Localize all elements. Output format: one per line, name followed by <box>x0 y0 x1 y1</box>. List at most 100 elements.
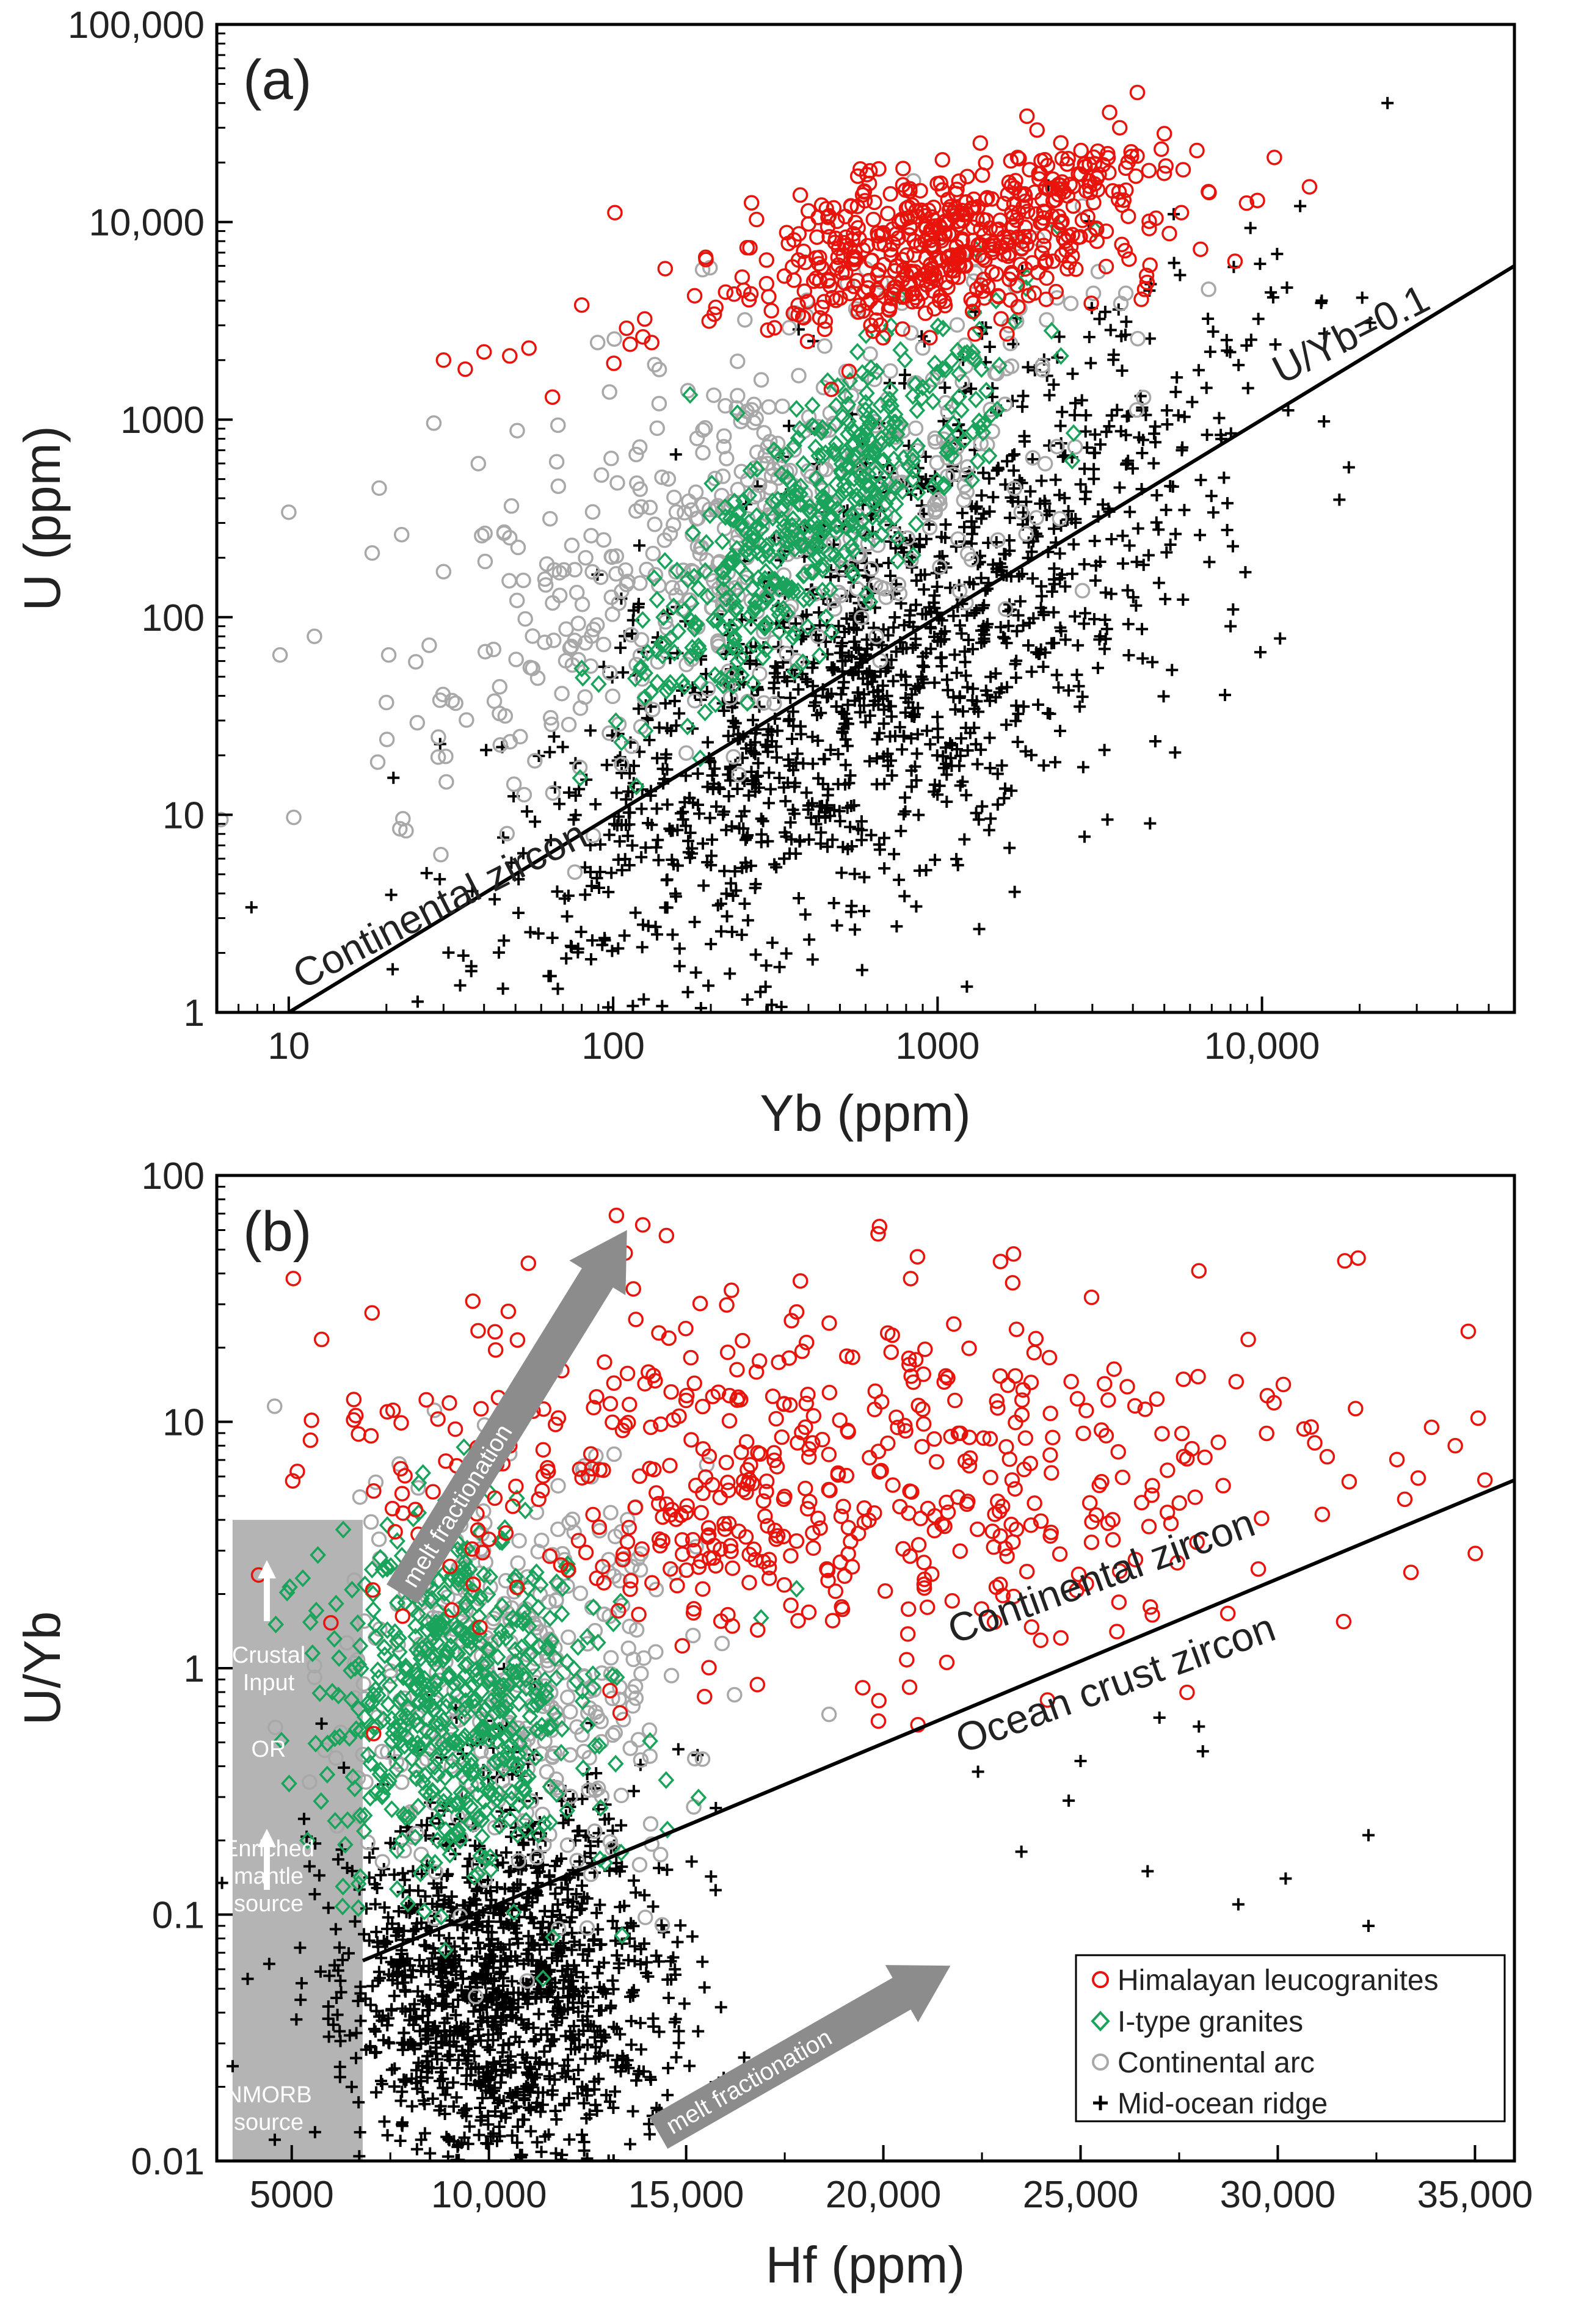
i-type-granites-point <box>665 597 682 615</box>
mid-ocean-ridge-point <box>387 771 400 784</box>
himalayan-leucogranites-point <box>476 344 492 360</box>
mid-ocean-ridge-point <box>841 801 854 814</box>
himalayan-leucogranites-point <box>1041 181 1058 198</box>
continental-arc-point <box>523 1793 539 1809</box>
continental-arc-point <box>371 1531 387 1547</box>
mid-ocean-ridge-point <box>385 888 398 901</box>
i-type-granites-point <box>815 556 832 575</box>
mid-ocean-ridge-point <box>975 624 988 637</box>
mid-ocean-ridge-point <box>934 635 947 648</box>
mid-ocean-ridge-point <box>388 2080 401 2093</box>
i-type-granites-point <box>862 449 879 468</box>
mid-ocean-ridge-point <box>410 2143 423 2155</box>
mid-ocean-ridge-point <box>1025 666 1038 678</box>
mid-ocean-ridge-point <box>341 1862 354 1875</box>
continental-arc-point <box>649 420 665 437</box>
mid-ocean-ridge-point <box>835 706 848 719</box>
i-type-granites-point <box>785 510 802 528</box>
mid-ocean-ridge-point <box>366 1980 379 1992</box>
i-type-granites-point <box>330 1687 347 1705</box>
mid-ocean-ridge-point <box>873 838 885 851</box>
mid-ocean-ridge-point <box>1362 1919 1375 1932</box>
i-type-granites-point <box>1043 322 1060 340</box>
i-type-granites-point <box>785 628 801 647</box>
mid-ocean-ridge-point <box>771 751 783 764</box>
himalayan-leucogranites-point <box>1121 251 1137 267</box>
i-type-granites-point <box>504 1608 522 1627</box>
continental-arc-point <box>826 601 843 617</box>
himalayan-leucogranites-point <box>926 300 942 317</box>
mid-ocean-ridge-point <box>638 993 650 1006</box>
mid-ocean-ridge-point <box>761 741 774 753</box>
continental-arc-point <box>762 480 779 496</box>
x-tick-label: 10,000 <box>1204 1025 1320 1067</box>
himalayan-leucogranites-point <box>1026 285 1042 301</box>
mid-ocean-ridge-point <box>650 1949 663 1962</box>
mid-ocean-ridge-point <box>1232 1898 1245 1911</box>
continental-arc-point <box>432 692 448 708</box>
mid-ocean-ridge-point <box>722 730 735 743</box>
continental-arc-point <box>779 645 794 662</box>
mid-ocean-ridge-point <box>1079 607 1092 620</box>
mid-ocean-ridge-point <box>895 669 907 681</box>
continental-arc-point <box>949 317 965 333</box>
mid-ocean-ridge-point <box>549 1887 562 1900</box>
mid-ocean-ridge-point <box>983 732 996 744</box>
mid-ocean-ridge-point <box>449 2009 462 2022</box>
mid-ocean-ridge-point <box>673 942 686 955</box>
mid-ocean-ridge-point <box>1009 714 1022 727</box>
mid-ocean-ridge-point <box>550 2147 562 2160</box>
himalayan-leucogranites-point <box>884 290 899 307</box>
continental-arc-point <box>1039 312 1055 328</box>
mid-ocean-ridge-point <box>910 774 923 787</box>
himalayan-leucogranites-point <box>1053 135 1069 151</box>
mid-ocean-ridge-point <box>885 710 898 723</box>
mid-ocean-ridge-point <box>951 859 964 871</box>
himalayan-leucogranites-point <box>1010 299 1026 315</box>
mid-ocean-ridge-point <box>509 1950 522 1963</box>
mid-ocean-ridge-point <box>741 829 754 842</box>
himalayan-leucogranites-point <box>637 311 653 327</box>
mid-ocean-ridge-point <box>963 576 976 589</box>
mid-ocean-ridge-point <box>650 841 663 854</box>
mid-ocean-ridge-point <box>501 2054 514 2067</box>
himalayan-leucogranites-point <box>856 284 873 300</box>
continental-arc-point <box>729 400 744 416</box>
mid-ocean-ridge-point <box>878 717 890 730</box>
mid-ocean-ridge-point <box>443 2053 456 2066</box>
mid-ocean-ridge-point <box>486 1950 498 1963</box>
mid-ocean-ridge-point <box>987 491 1000 504</box>
mid-ocean-ridge-point <box>737 822 750 835</box>
panel-a: 10 100 1000 10,000 110100100010,000100,000 … <box>13 4 1516 1142</box>
mid-ocean-ridge-point <box>505 856 518 869</box>
mid-ocean-ridge-point <box>961 681 974 694</box>
himalayan-leucogranites-point <box>820 219 836 235</box>
mid-ocean-ridge-point <box>562 2064 575 2077</box>
mid-ocean-ridge-point <box>684 826 697 839</box>
himalayan-leucogranites-point <box>1039 270 1055 286</box>
himalayan-leucogranites-point <box>1123 143 1139 160</box>
mid-ocean-ridge-point <box>564 940 577 953</box>
continental-arc-point <box>578 550 594 566</box>
himalayan-leucogranites-point <box>895 161 911 176</box>
i-type-granites-point <box>1065 424 1082 442</box>
mid-ocean-ridge-point <box>440 1967 452 1980</box>
mid-ocean-ridge-point <box>983 694 996 707</box>
i-type-granites-point <box>676 677 693 695</box>
continental-arc-point <box>632 1562 649 1578</box>
mid-ocean-ridge-point <box>1254 258 1267 271</box>
i-type-granites-point <box>713 562 730 580</box>
himalayan-leucogranites-point <box>993 311 1009 327</box>
mid-ocean-ridge-point <box>693 807 706 820</box>
mid-ocean-ridge-point <box>290 2013 303 2026</box>
mid-ocean-ridge-point <box>638 1889 651 1901</box>
mid-ocean-ridge-point <box>939 381 951 394</box>
i-type-granites-point <box>429 1623 446 1641</box>
mid-ocean-ridge-point <box>736 772 749 785</box>
mid-ocean-ridge-point <box>643 2128 656 2141</box>
mid-ocean-ridge-point <box>1241 382 1254 394</box>
i-type-granites-point <box>929 317 947 335</box>
mid-ocean-ridge-point <box>561 1893 574 1906</box>
mid-ocean-ridge-point <box>852 643 865 656</box>
continental-arc-point <box>821 1706 837 1723</box>
